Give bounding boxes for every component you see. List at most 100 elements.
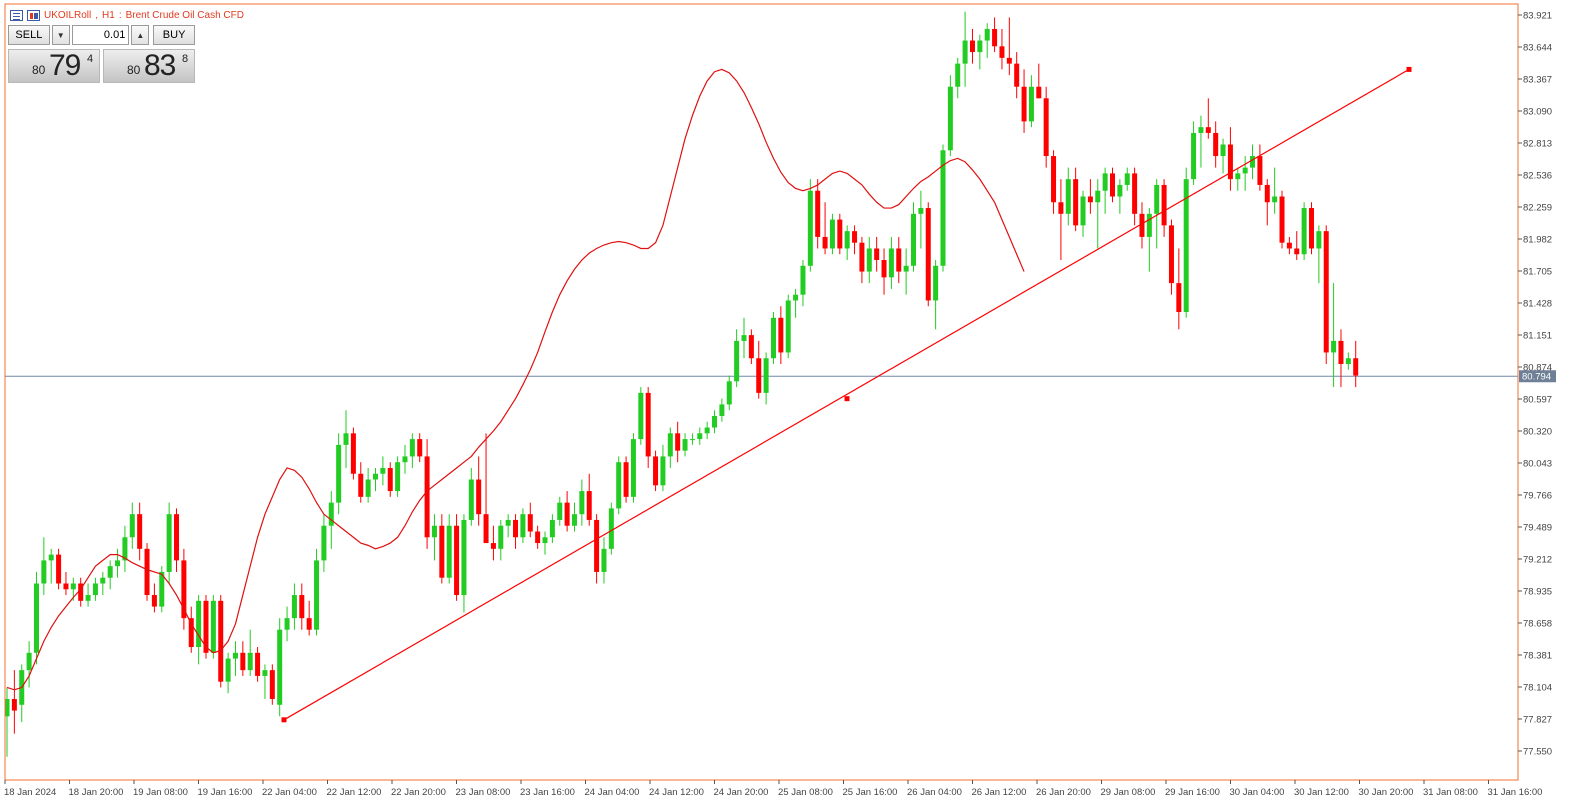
time-tick-label: 22 Jan 04:00 <box>262 787 317 798</box>
candle-body <box>395 462 401 492</box>
candle-body <box>4 699 10 717</box>
trendline-anchor[interactable] <box>281 717 287 723</box>
lot-increase-icon[interactable]: ▲ <box>131 25 150 45</box>
candle <box>1301 202 1307 261</box>
price-tick-label: 77.550 <box>1523 747 1552 758</box>
candle-body <box>115 560 121 567</box>
candle <box>969 28 975 64</box>
candle-body <box>829 219 835 249</box>
candle-body <box>188 618 194 648</box>
candle <box>623 456 629 503</box>
candle <box>11 670 17 734</box>
price-axis[interactable]: 83.921 83.644 83.367 83.090 82.813 82.536 82.2… <box>1518 11 1552 758</box>
candle-body <box>564 502 570 526</box>
candle <box>1264 179 1270 226</box>
candle-body <box>1220 144 1226 157</box>
one-click-trading-panel: SELL ▼ 0.01 ▲ BUY 80 79 4 80 83 8 <box>8 25 195 83</box>
candle-body <box>807 190 813 266</box>
candle-body <box>498 525 504 549</box>
ask-price-box[interactable]: 80 83 8 <box>103 49 195 83</box>
symbol-list-icon[interactable] <box>10 9 23 21</box>
candle-body <box>586 491 592 520</box>
candle <box>1051 150 1057 214</box>
candle-body <box>623 462 629 497</box>
candle-body <box>1242 167 1248 174</box>
candle <box>247 629 253 676</box>
time-axis[interactable]: 18 Jan 2024 18 Jan 20:00 19 Jan 08:00 19 Ja… <box>4 780 1542 798</box>
candle <box>336 433 342 515</box>
candle <box>115 548 121 578</box>
candle <box>1338 329 1344 388</box>
candle <box>1087 179 1093 214</box>
candle-body <box>925 208 931 301</box>
time-tick-label: 30 Jan 04:00 <box>1230 787 1285 798</box>
candle-body <box>918 208 924 214</box>
trendline-path[interactable] <box>283 68 1410 721</box>
price-tick-label: 78.381 <box>1523 651 1552 662</box>
candle <box>594 514 600 584</box>
candle-body <box>527 514 533 532</box>
candle-body <box>630 439 636 497</box>
candle <box>196 595 202 665</box>
candle <box>380 456 386 486</box>
chart-window-icon[interactable] <box>27 9 40 21</box>
candle-body <box>837 219 843 249</box>
candle <box>1242 156 1248 191</box>
time-tick-label: 22 Jan 20:00 <box>391 787 446 798</box>
time-tick-label: 19 Jan 16:00 <box>198 787 253 798</box>
buy-button[interactable]: BUY <box>153 25 195 45</box>
candle <box>505 514 511 538</box>
candle-body <box>446 525 452 578</box>
ask-price-sup: 8 <box>182 53 189 65</box>
candle <box>424 439 430 549</box>
bid-price-box[interactable]: 80 79 4 <box>8 49 100 83</box>
candle-body <box>151 595 157 607</box>
candle <box>734 329 740 388</box>
candle-body <box>888 248 894 278</box>
candle <box>218 595 224 688</box>
candle <box>1316 225 1322 284</box>
candle-body <box>999 46 1005 58</box>
candle-body <box>26 652 32 671</box>
candlestick-series <box>4 11 1359 757</box>
candle <box>1065 167 1071 226</box>
trendline-anchor[interactable] <box>1406 66 1412 72</box>
candle <box>1139 202 1145 249</box>
candle <box>1058 179 1064 261</box>
candle <box>1294 231 1300 261</box>
candle <box>439 514 445 584</box>
lot-decrease-icon[interactable]: ▼ <box>51 25 70 45</box>
candle-body <box>107 566 113 578</box>
price-tick-label: 81.151 <box>1523 331 1552 342</box>
candle <box>1308 202 1314 255</box>
candle-body <box>343 433 349 445</box>
candle-body <box>653 456 659 486</box>
candle <box>262 664 268 700</box>
candle <box>188 606 194 653</box>
sell-button[interactable]: SELL <box>8 25 50 45</box>
candle <box>859 236 865 284</box>
price-tick-label: 83.921 <box>1523 11 1552 22</box>
candle <box>107 560 113 590</box>
candle-body <box>800 265 806 295</box>
candle <box>100 571 106 596</box>
candle <box>56 548 62 590</box>
candle-body <box>660 456 666 486</box>
candle-body <box>667 433 673 457</box>
candle-body <box>365 479 371 497</box>
candle <box>1117 179 1123 214</box>
candle <box>232 641 238 676</box>
candle-body <box>1176 283 1182 313</box>
lot-size-input[interactable]: 0.01 <box>71 25 130 45</box>
candle <box>874 236 880 272</box>
candle-body <box>549 519 555 538</box>
price-tick-label: 77.827 <box>1523 715 1552 726</box>
trendline-anchor[interactable] <box>844 396 850 402</box>
time-tick-label: 25 Jan 16:00 <box>843 787 898 798</box>
candle <box>1198 115 1204 168</box>
candle <box>358 462 364 503</box>
candle <box>513 514 519 549</box>
candle <box>1124 167 1130 191</box>
trendline[interactable] <box>281 66 1412 723</box>
